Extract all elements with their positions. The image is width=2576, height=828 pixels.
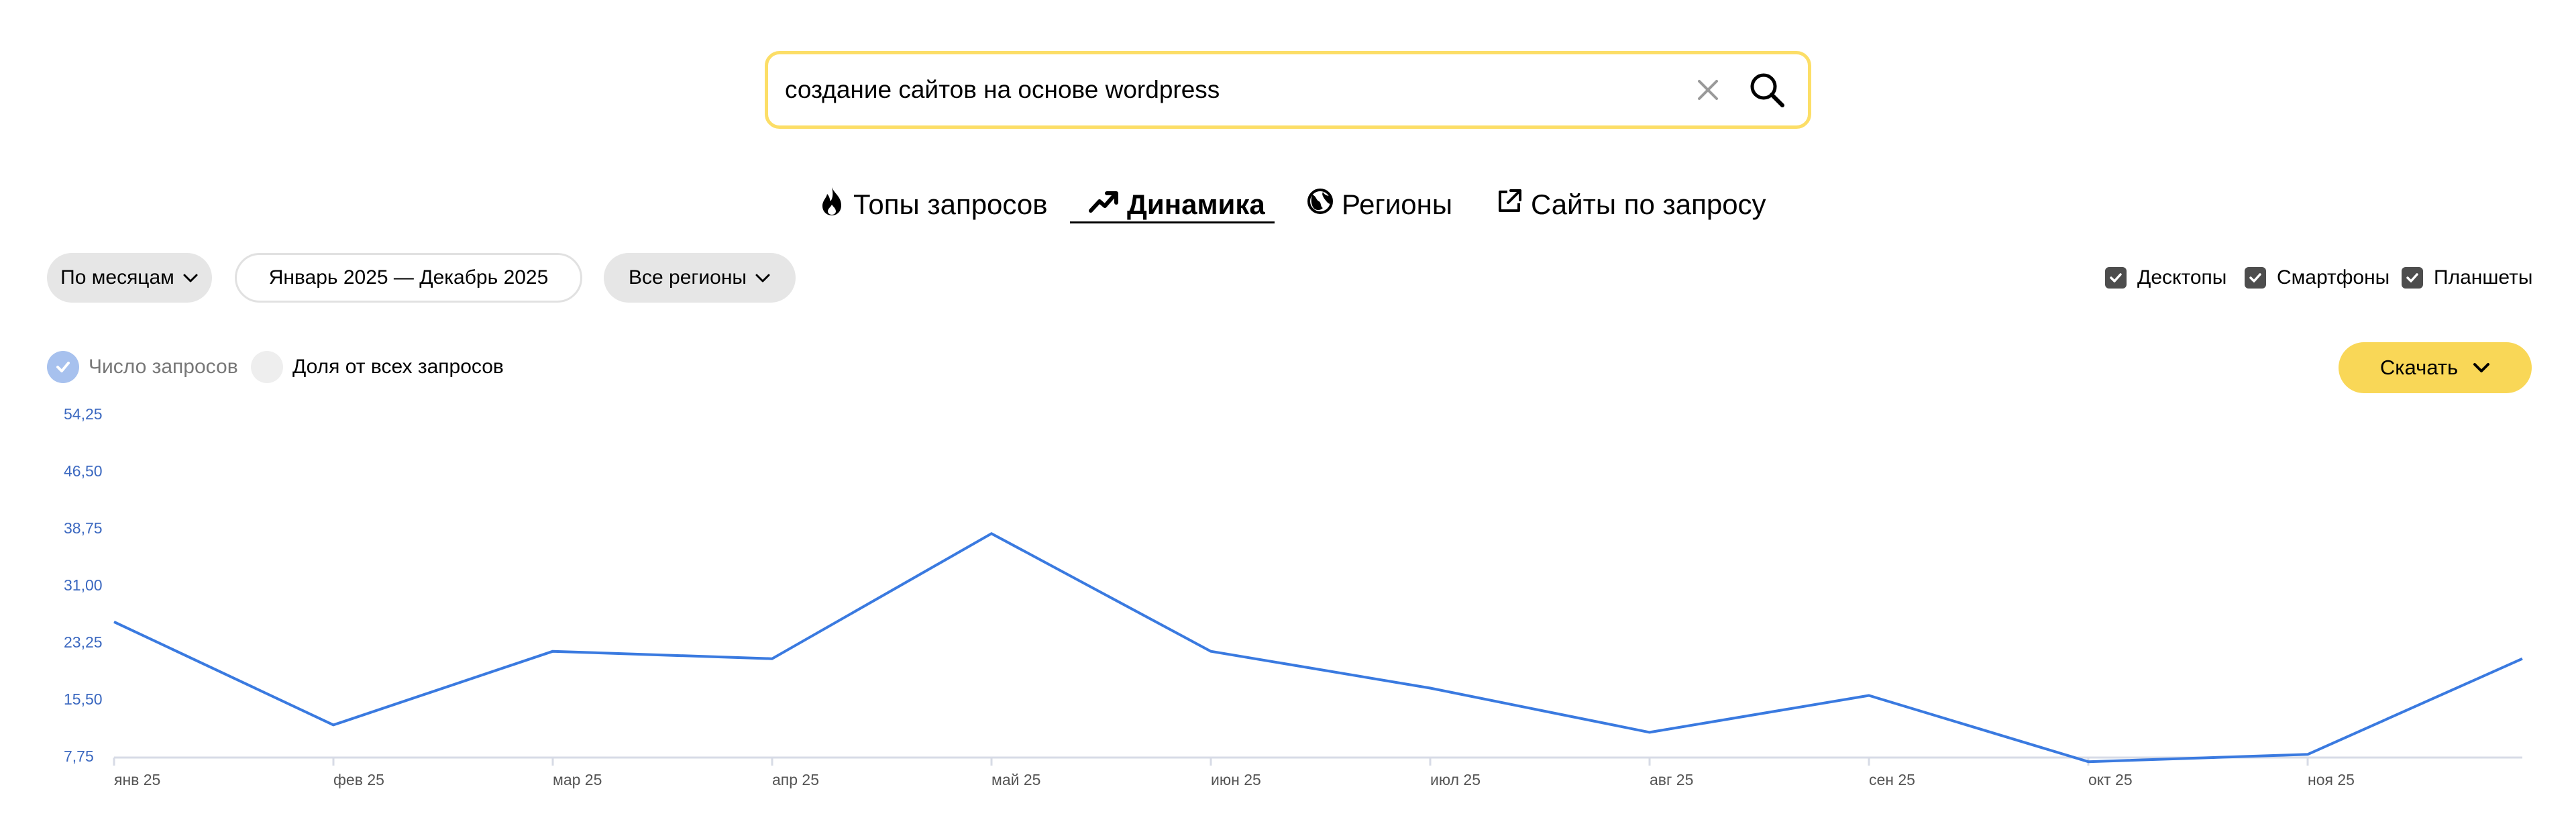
download-button[interactable]: Скачать	[2339, 342, 2532, 393]
x-tick-label: окт 25	[2088, 771, 2133, 788]
search-input[interactable]	[785, 54, 1670, 125]
y-tick-label: 23,25	[64, 633, 103, 651]
tab-label: Сайты по запросу	[1531, 189, 1766, 220]
chevron-down-icon	[182, 266, 199, 289]
x-tick-label: янв 25	[114, 771, 160, 788]
y-tick-label: 7,75	[64, 747, 94, 765]
checkbox-label: Смартфоны	[2277, 266, 2390, 289]
x-axis: янв 25 фев 25 мар 25 апр 25 май 25 июн 25 июл …	[113, 756, 2522, 788]
checkbox-label: Планшеты	[2434, 266, 2533, 289]
download-label: Скачать	[2379, 356, 2459, 379]
x-tick-label: мар 25	[553, 771, 602, 788]
data-point[interactable]	[109, 617, 119, 627]
y-tick-label: 46,50	[64, 462, 103, 480]
data-point[interactable]	[987, 529, 996, 538]
x-tick-label: ноя 25	[2308, 771, 2355, 788]
search-icon[interactable]	[1746, 69, 1788, 111]
series-layer	[109, 529, 2527, 766]
chevron-down-icon	[2473, 356, 2490, 380]
tab-dynamics[interactable]: Динамика	[1088, 185, 1265, 225]
date-range-label: Январь 2025 — Декабрь 2025	[268, 266, 549, 289]
data-point[interactable]	[1864, 691, 1874, 701]
tab-top-queries[interactable]: Топы запросов	[818, 185, 1048, 225]
region-label: Все регионы	[629, 266, 747, 289]
tab-regions[interactable]: Регионы	[1307, 185, 1452, 225]
x-tick-label: май 25	[991, 771, 1040, 788]
y-tick-label: 15,50	[64, 690, 103, 708]
chevron-down-icon	[755, 266, 771, 289]
y-tick-label: 31,00	[64, 576, 103, 594]
fire-icon	[818, 186, 845, 223]
data-point[interactable]	[548, 647, 557, 656]
x-tick-label: сен 25	[1869, 771, 1915, 788]
metric-share[interactable]: Доля от всех запросов	[251, 350, 504, 384]
date-range-picker[interactable]: Январь 2025 — Декабрь 2025	[235, 253, 582, 303]
region-select[interactable]: Все регионы	[604, 253, 796, 303]
trend-up-icon	[1088, 188, 1119, 221]
x-tick-label: фев 25	[333, 771, 384, 788]
clear-icon[interactable]	[1693, 74, 1723, 105]
globe-icon	[1307, 188, 1334, 221]
checkbox-label: Десктопы	[2137, 266, 2227, 289]
tab-label: Топы запросов	[853, 189, 1048, 220]
checkbox-desktops[interactable]: Десктопы	[2105, 263, 2226, 293]
x-tick-label: июл 25	[1430, 771, 1481, 788]
period-group-select[interactable]: По месяцам	[47, 253, 212, 303]
data-point[interactable]	[2084, 757, 2093, 766]
checkbox-tablets[interactable]: Планшеты	[2402, 263, 2532, 293]
y-tick-label: 54,25	[64, 405, 103, 423]
metric-query-count[interactable]: Число запросов	[47, 350, 238, 384]
radio-empty-icon	[251, 351, 283, 383]
search-box[interactable]	[765, 51, 1811, 129]
y-tick-label: 38,75	[64, 519, 103, 537]
tab-sites-by-query[interactable]: Сайты по запросу	[1496, 185, 1766, 225]
tab-label: Регионы	[1342, 189, 1453, 220]
y-axis: 54,25 46,50 38,75 31,00 23,25 15,50 7,75	[64, 405, 103, 765]
data-point[interactable]	[767, 654, 777, 664]
checkbox-checked-icon	[2105, 267, 2127, 289]
metric-label: Число запросов	[89, 356, 238, 378]
tab-label: Динамика	[1127, 189, 1265, 220]
checkbox-smartphones[interactable]: Смартфоны	[2245, 263, 2390, 293]
data-point[interactable]	[329, 720, 338, 729]
period-group-label: По месяцам	[60, 266, 174, 289]
dynamics-line-chart: 54,25 46,50 38,75 31,00 23,25 15,50 7,75 янв 2…	[64, 405, 2527, 788]
data-point[interactable]	[1645, 727, 1654, 737]
x-tick-label: апр 25	[772, 771, 819, 788]
data-point[interactable]	[1426, 684, 1435, 693]
data-point[interactable]	[1206, 647, 1216, 656]
data-point[interactable]	[2303, 749, 2312, 759]
check-icon	[47, 351, 79, 383]
checkbox-checked-icon	[2402, 267, 2423, 289]
checkbox-checked-icon	[2245, 267, 2266, 289]
x-tick-label: авг 25	[1650, 771, 1693, 788]
series-line	[113, 532, 2523, 764]
x-tick-label: июн 25	[1211, 771, 1261, 788]
active-tab-underline	[1070, 221, 1275, 223]
data-point[interactable]	[2518, 654, 2527, 664]
external-link-icon	[1496, 188, 1523, 221]
metric-label: Доля от всех запросов	[292, 356, 504, 378]
